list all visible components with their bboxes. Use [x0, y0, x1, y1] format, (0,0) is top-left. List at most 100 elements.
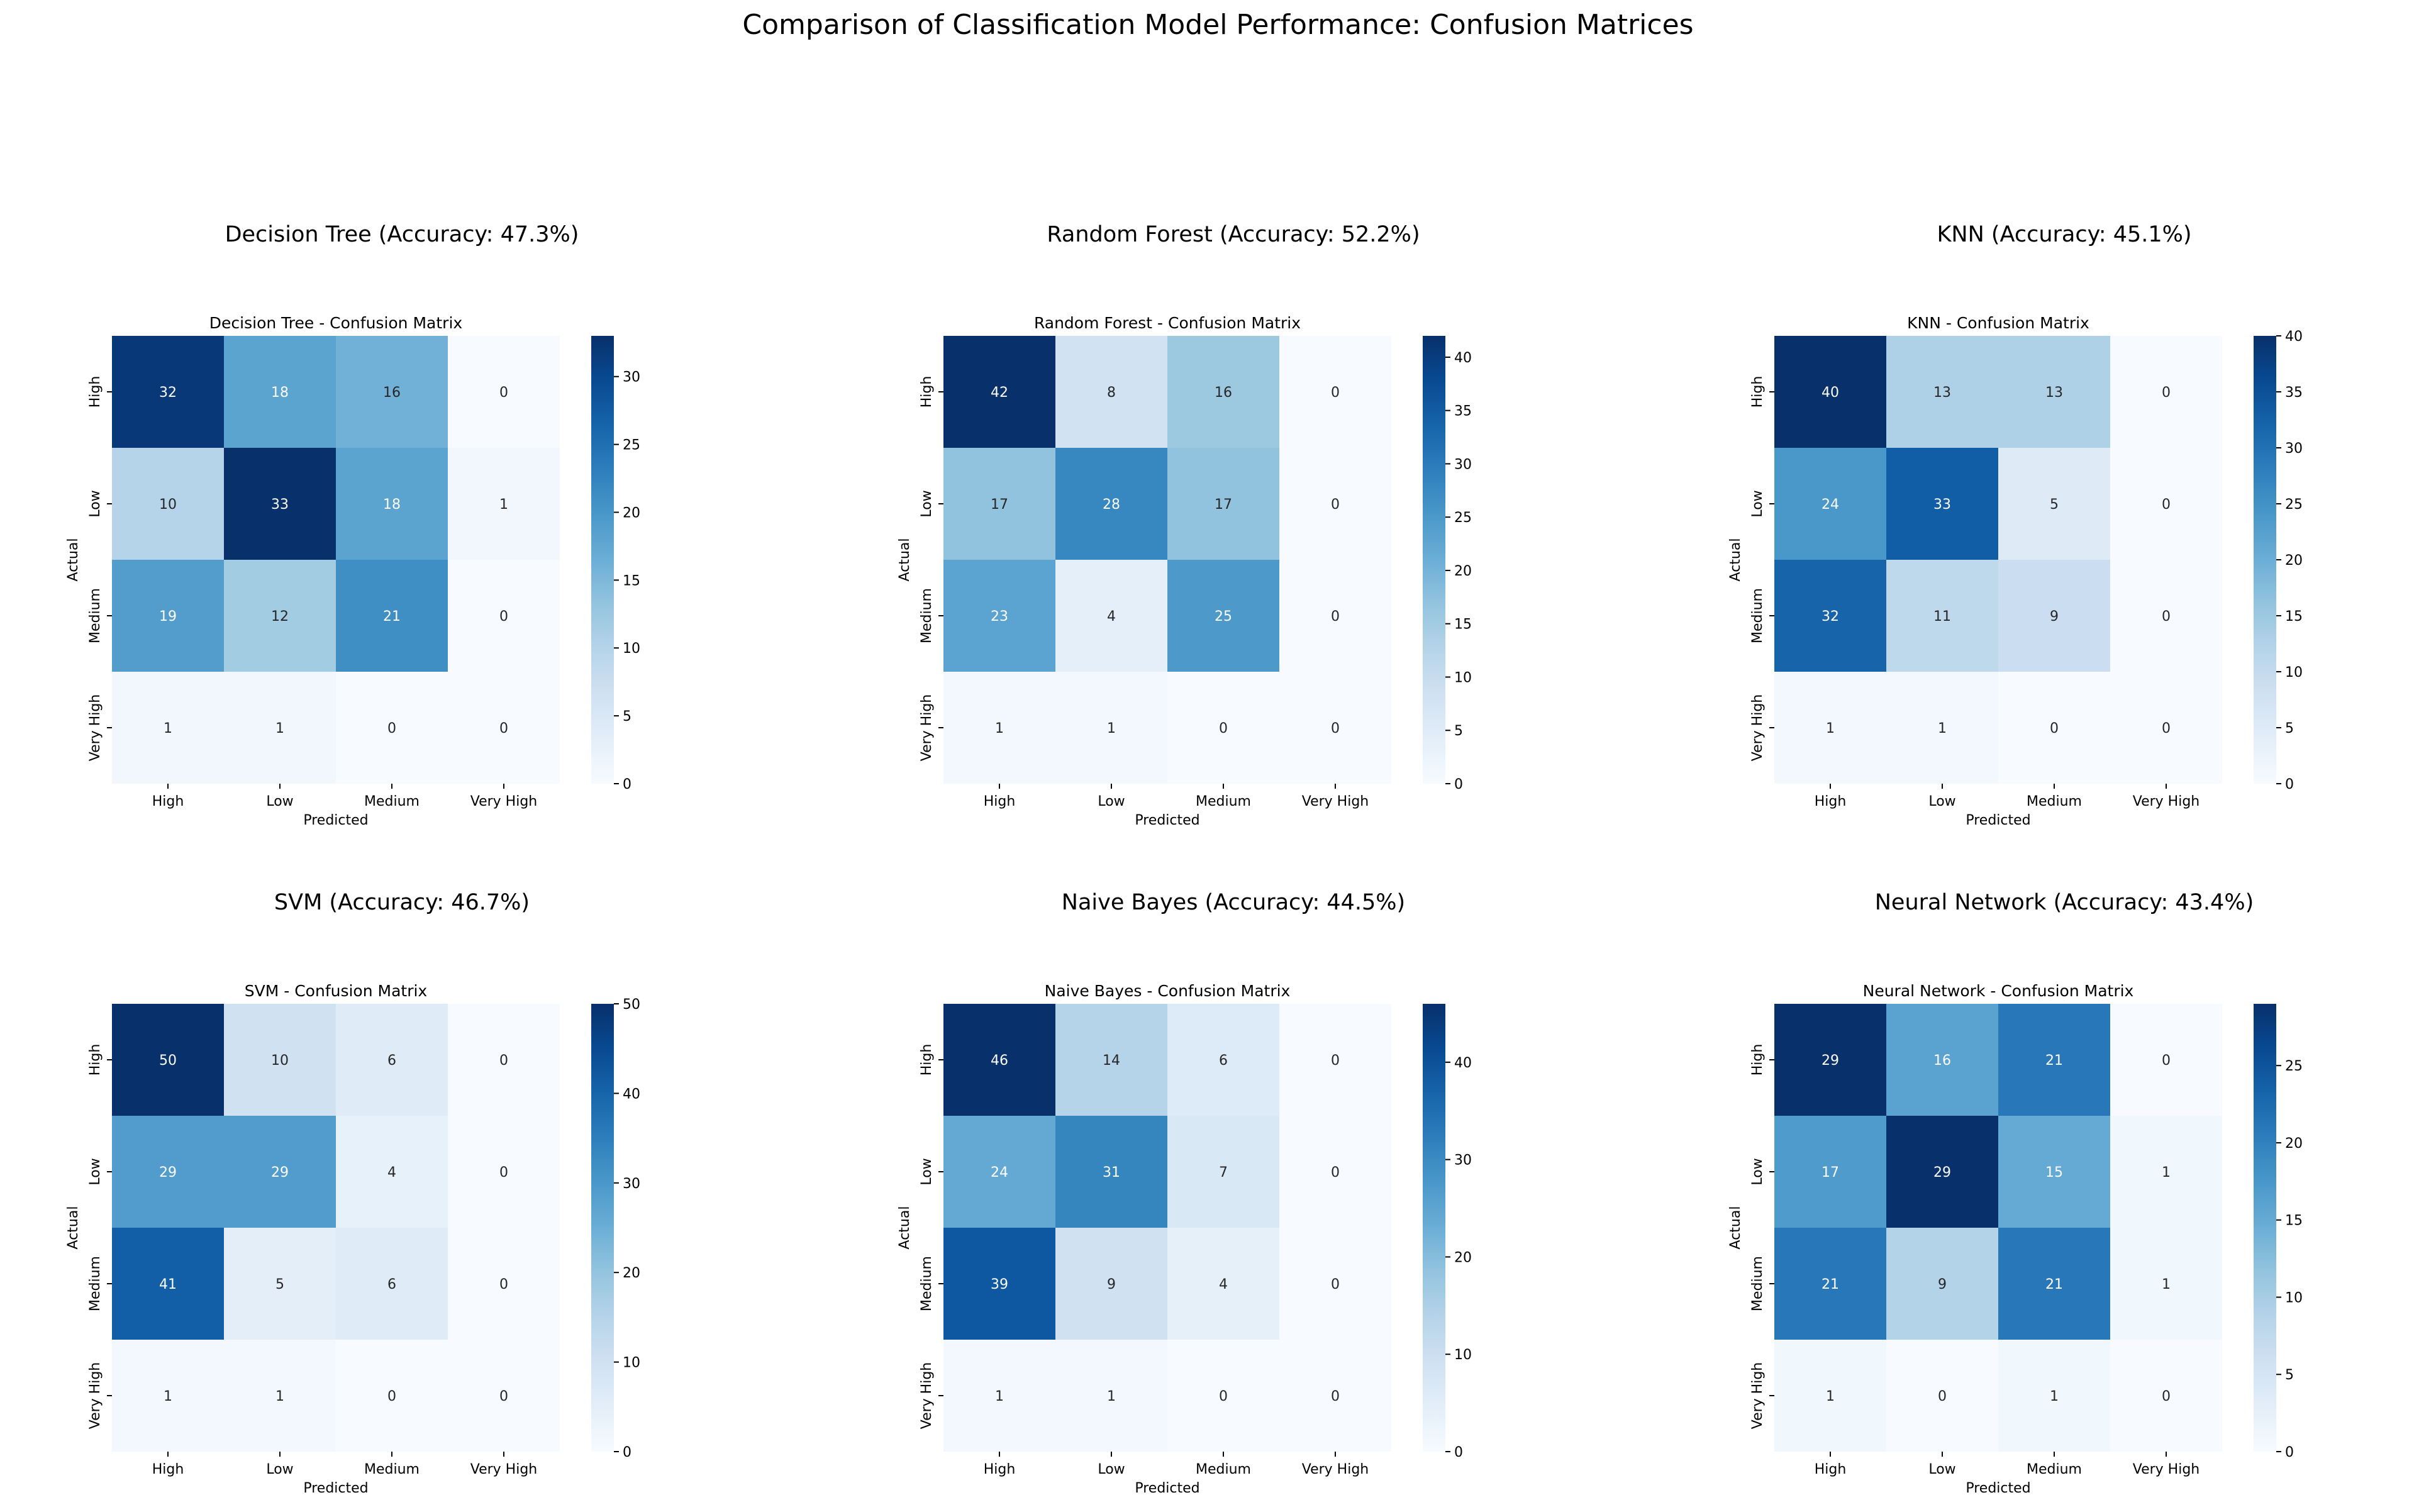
cell-value-label: 23	[991, 609, 1008, 625]
heatmap-cell	[336, 336, 448, 448]
cell-value-label: 16	[1215, 385, 1232, 401]
cell-value-label: 0	[1331, 1277, 1340, 1292]
heatmap-panel: Decision Tree (Accuracy: 47.3%) Decision …	[65, 222, 640, 828]
colorbar-tick-label: 30	[2285, 441, 2303, 457]
heatmap-cell	[336, 1340, 448, 1452]
cell-value-label: 7	[1219, 1165, 1228, 1181]
y-tick-label: Low	[1750, 1158, 1766, 1185]
cell-value-label: 18	[383, 497, 401, 513]
cell-value-label: 29	[159, 1165, 177, 1181]
cell-value-label: 1	[1826, 721, 1835, 737]
colorbar-tick-label: 10	[2285, 665, 2303, 681]
x-tick-label: Medium	[1196, 794, 1251, 809]
colorbar-tick-label: 25	[1454, 510, 1472, 526]
heatmap-cell	[1279, 1228, 1391, 1340]
cell-value-label: 1	[164, 721, 172, 737]
heatmap-cell	[1055, 1340, 1167, 1452]
heatmap-cell	[448, 672, 560, 784]
heatmap-cell	[1167, 672, 1279, 784]
y-tick-label: Low	[919, 490, 935, 517]
cell-value-label: 11	[1933, 609, 1951, 625]
cell-value-label: 0	[499, 1165, 508, 1181]
cell-value-label: 24	[991, 1165, 1008, 1181]
cell-value-label: 0	[499, 385, 508, 401]
heatmap-cell	[1279, 336, 1391, 448]
cell-value-label: 13	[2045, 385, 2063, 401]
cell-value-label: 9	[2050, 609, 2059, 625]
heatmap-cell	[224, 1340, 336, 1452]
y-tick-label: Very High	[1750, 1362, 1766, 1430]
cell-value-label: 1	[2050, 1389, 2059, 1404]
cell-value-label: 16	[1933, 1053, 1951, 1069]
heatmap-cell	[112, 1228, 224, 1340]
cell-value-label: 21	[383, 609, 401, 625]
heatmap-cell	[448, 560, 560, 672]
x-tick-label: Very High	[470, 794, 538, 809]
y-tick-label: Low	[87, 490, 103, 517]
cell-value-label: 18	[271, 385, 289, 401]
cell-value-label: 6	[1219, 1053, 1228, 1069]
colorbar-tick-label: 0	[623, 777, 631, 792]
y-axis-label: Actual	[897, 1206, 913, 1250]
heatmap-cell	[1998, 672, 2110, 784]
cell-value-label: 31	[1103, 1165, 1120, 1181]
x-axis-label: Predicted	[303, 1481, 368, 1496]
heatmap-cell	[2110, 1228, 2222, 1340]
y-axis-label: Actual	[65, 538, 81, 582]
y-tick-label: Medium	[919, 588, 935, 643]
cell-value-label: 0	[387, 721, 396, 737]
cell-value-label: 0	[499, 1053, 508, 1069]
heatmap-cell	[1886, 1228, 1998, 1340]
heatmap-cell	[943, 672, 1055, 784]
cell-value-label: 0	[1219, 721, 1228, 737]
y-tick-label: Very High	[87, 1362, 103, 1430]
colorbar-tick-label: 20	[1454, 1250, 1472, 1265]
heatmap-panel: Naive Bayes (Accuracy: 44.5%) Naive Bayes…	[897, 890, 1472, 1496]
colorbar-tick-label: 20	[2285, 553, 2303, 569]
cell-value-label: 6	[387, 1277, 396, 1292]
y-tick-label: Medium	[1750, 588, 1766, 643]
panel-title: SVM (Accuracy: 46.7%)	[274, 890, 530, 915]
y-tick-label: Very High	[919, 694, 935, 762]
heatmap-cell	[1055, 1228, 1167, 1340]
panel-title: Neural Network (Accuracy: 43.4%)	[1875, 890, 2254, 915]
heatmap-cell	[1998, 1004, 2110, 1116]
cell-value-label: 0	[1331, 1053, 1340, 1069]
colorbar-tick-label: 40	[2285, 329, 2303, 345]
heatmap-cell	[2110, 448, 2222, 560]
heatmap-panel: Random Forest (Accuracy: 52.2%) Random Fo…	[897, 222, 1472, 828]
heatmap-cell	[2110, 1340, 2222, 1452]
heatmap-cell	[112, 1004, 224, 1116]
cell-value-label: 10	[271, 1053, 289, 1069]
cell-value-label: 16	[383, 385, 401, 401]
cell-value-label: 33	[271, 497, 289, 513]
x-axis-label: Predicted	[303, 813, 368, 828]
x-tick-label: Medium	[2027, 1462, 2082, 1477]
heatmap-panel: SVM (Accuracy: 46.7%) SVM - Confusion Mat…	[65, 890, 640, 1496]
heatmap-cell	[1886, 672, 1998, 784]
x-axis-label: Predicted	[1966, 1481, 2030, 1496]
heatmap-cell	[1055, 672, 1167, 784]
panel-title: Decision Tree (Accuracy: 47.3%)	[225, 222, 579, 247]
heatmap-cell	[1167, 1340, 1279, 1452]
cell-value-label: 1	[1107, 721, 1116, 737]
colorbar-tick-label: 10	[2285, 1290, 2303, 1306]
x-tick-label: Low	[1928, 1462, 1955, 1477]
cell-value-label: 0	[1331, 1389, 1340, 1404]
colorbar-tick-label: 40	[623, 1086, 640, 1102]
heatmap-cell	[224, 1004, 336, 1116]
cell-value-label: 0	[2050, 721, 2059, 737]
cell-value-label: 17	[991, 497, 1008, 513]
cell-value-label: 1	[995, 1389, 1004, 1404]
colorbar-tick-label: 35	[2285, 385, 2303, 401]
cell-value-label: 0	[499, 1389, 508, 1404]
cell-value-label: 14	[1103, 1053, 1120, 1069]
heatmap-cell	[1279, 1004, 1391, 1116]
y-tick-label: Low	[1750, 490, 1766, 517]
chart-title: SVM - Confusion Matrix	[245, 982, 427, 1000]
colorbar-tick-label: 10	[1454, 1347, 1472, 1363]
colorbar-tick-label: 0	[2285, 777, 2294, 792]
colorbar-tick-label: 15	[1454, 617, 1472, 633]
x-tick-label: Very High	[2133, 1462, 2200, 1477]
